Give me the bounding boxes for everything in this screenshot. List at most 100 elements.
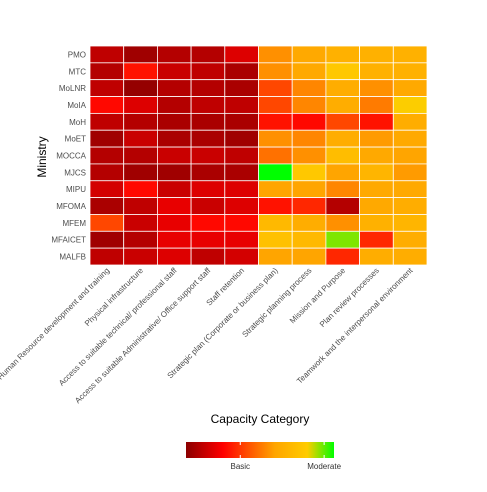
heatmap-cell [123,79,158,97]
heatmap-cell [291,112,327,131]
x-axis-title: Capacity Category [211,412,310,426]
heatmap-cell [325,79,360,97]
heatmap-cell [123,112,158,131]
y-tick-label: MoIA [67,101,86,110]
heatmap-cell [123,180,158,199]
heatmap-cell [359,214,394,232]
y-tick-label: MALFB [59,253,86,262]
heatmap-cell [392,146,428,165]
heatmap-cell [123,197,158,215]
heatmap-cell [89,247,125,266]
heatmap-cell [291,62,327,81]
heatmap-cell [156,146,192,165]
heatmap-cell [190,129,226,148]
heatmap-cell [359,96,394,114]
heatmap-cell [258,129,293,148]
y-axis-title: Ministry [35,136,49,177]
heatmap-cell [156,129,192,148]
heatmap-cell [258,163,293,182]
heatmap-cell [190,96,226,114]
heatmap-cell [325,146,360,165]
heatmap-cell [392,214,428,232]
heatmap-cell [359,129,394,148]
heatmap-cell [89,214,125,232]
colorbar-label: Basic [230,462,250,471]
heatmap-cell [190,230,226,249]
heatmap-cell [359,230,394,249]
heatmap-cell [258,214,293,232]
y-tick-label: MFAICET [51,236,86,245]
heatmap-cell [291,163,327,182]
heatmap-cell [258,45,293,64]
heatmap-cell [359,62,394,81]
heatmap-cell [156,180,192,199]
y-tick-label: MFOMA [56,202,86,211]
heatmap-cell [392,96,428,114]
x-tick-label: Plan review processes [318,266,381,329]
heatmap-cell [123,62,158,81]
y-tick-label: MOCCA [56,152,86,161]
x-tick-label: Human Resource development and training [0,266,111,381]
heatmap-cell [325,214,360,232]
heatmap-cell [89,79,125,97]
heatmap-cell [291,79,327,97]
y-tick-labels: PMO MTC MoLNR MoIA MoH MoET MOCCA MJCS MIPU MFOMA… [51,50,86,261]
heatmap-cell [156,214,192,232]
heatmap-cell [291,230,327,249]
heatmap-cell [123,146,158,165]
heatmap-cell [190,79,226,97]
heatmap-cell [258,180,293,199]
colorbar [186,442,334,458]
heatmap-cell [156,112,192,131]
heatmap-cell [123,230,158,249]
heatmap-cell [224,96,259,114]
heatmap-cell [156,96,192,114]
heatmap-cell [156,247,192,266]
y-tick-label: MoET [65,135,86,144]
heatmap-cell [224,197,259,215]
heatmap-cell [291,129,327,148]
x-tick-label: Teamwork and the interpersonal environme… [295,266,415,386]
heatmap-cell [392,163,428,182]
heatmap-cell [89,96,125,114]
heatmap-cell [89,230,125,249]
heatmap-cell [190,163,226,182]
heatmap-cell [392,247,428,266]
heatmap-cell [325,129,360,148]
heatmap-cell [325,247,360,266]
colorbar-legend: Basic Moderate [186,442,342,471]
heatmap-cell [258,247,293,266]
heatmap-cell [224,112,259,131]
heatmap-cell [89,62,125,81]
heatmap-cell [325,230,360,249]
heatmap-cell [89,112,125,131]
heatmap-cell [190,112,226,131]
heatmap-cell [359,247,394,266]
heatmap-cell [359,163,394,182]
heatmap-cell [359,45,394,64]
heatmap-cell [224,247,259,266]
heatmap-cell [392,230,428,249]
heatmap-cell [156,230,192,249]
heatmap-cell [392,129,428,148]
heatmap-cell [291,45,327,64]
heatmap-cell [89,163,125,182]
heatmap-cell [325,62,360,81]
heatmap-cell [224,180,259,199]
heatmap-cell [156,45,192,64]
x-tick-label: Strategic planning process [240,266,313,339]
x-tick-label: Access to suitable technical/ profession… [57,266,179,388]
colorbar-label: Moderate [307,462,341,471]
heatmap-cell [190,214,226,232]
heatmap-cell [359,112,394,131]
heatmap-cell [224,230,259,249]
heatmap-cell [224,62,259,81]
heatmap-cell [291,96,327,114]
heatmap-cell [258,62,293,81]
y-tick-label: PMO [68,50,86,59]
heatmap-cell [224,45,259,64]
heatmap-cell [190,180,226,199]
heatmap-cell [291,180,327,199]
heatmap-cell [224,146,259,165]
heatmap-cell [258,79,293,97]
